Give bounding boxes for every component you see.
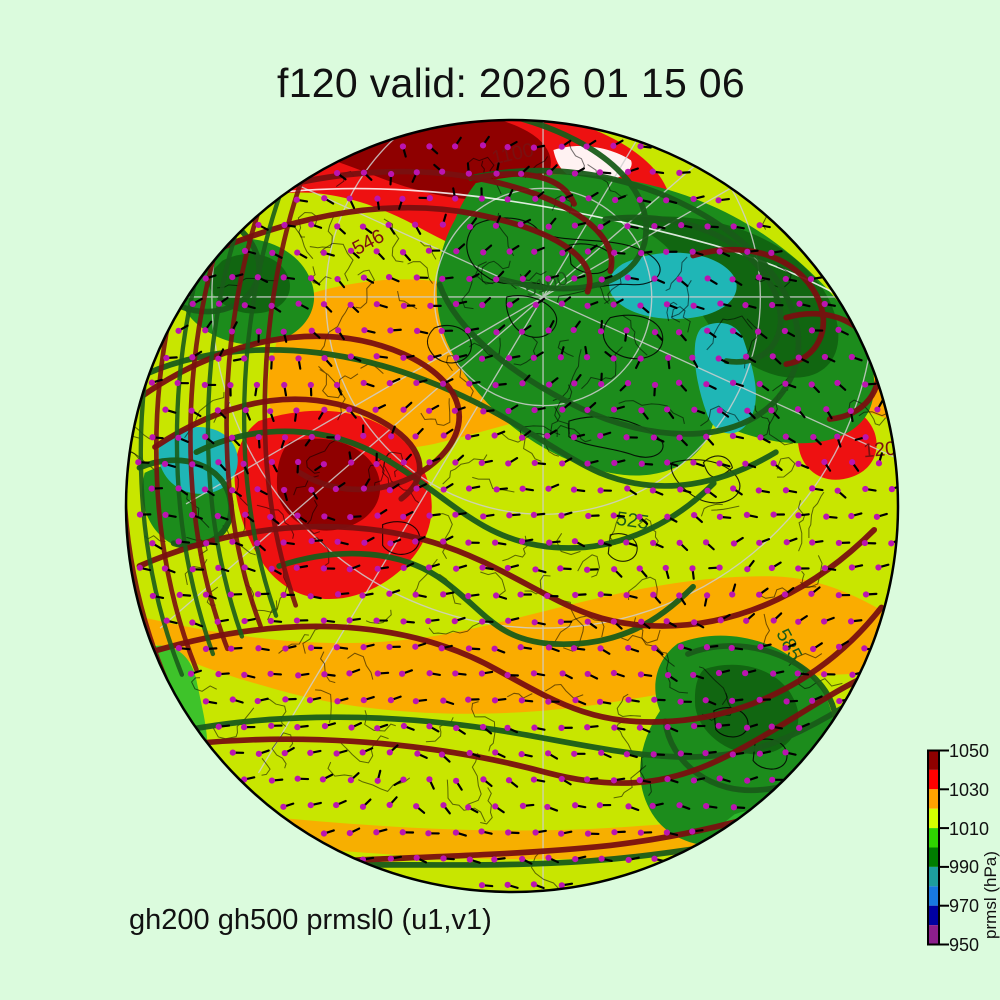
svg-text:990: 990 (949, 857, 979, 877)
svg-text:gh200 gh500 prmsl0 (u1,v1): gh200 gh500 prmsl0 (u1,v1) (129, 904, 492, 936)
svg-text:970: 970 (949, 896, 979, 916)
svg-text:1010: 1010 (949, 819, 989, 839)
svg-text:950: 950 (949, 935, 979, 955)
svg-text:1050: 1050 (949, 741, 989, 761)
svg-text:1030: 1030 (949, 780, 989, 800)
svg-text:prmsl (hPa): prmsl (hPa) (981, 851, 1000, 939)
svg-text:f120 valid: 2026 01 15 06: f120 valid: 2026 01 15 06 (277, 60, 745, 106)
